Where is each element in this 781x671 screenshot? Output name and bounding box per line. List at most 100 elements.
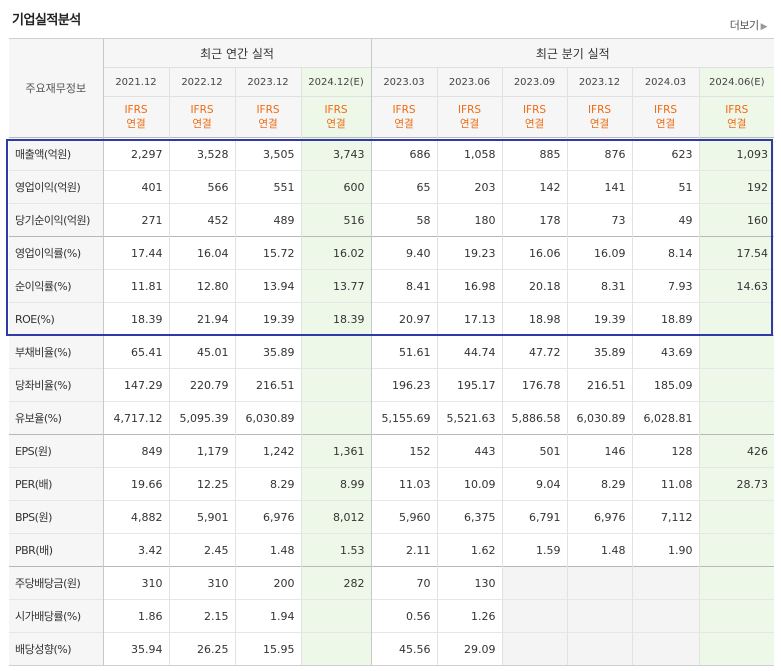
value-cell: 146 [566, 434, 632, 468]
table-row: BPS(원) 4,882 5,901 6,976 8,012 5,960 6,375 6,79… [9, 500, 775, 534]
value-cell: 8.99 [300, 467, 371, 501]
basis-standard: IFRS [587, 104, 612, 116]
value-cell: 176.78 [501, 368, 567, 402]
value-cell: 73 [566, 203, 632, 237]
basis-type: 연결 [655, 118, 676, 130]
value-cell: 16.98 [436, 269, 502, 303]
value-cell: 7,112 [631, 500, 699, 534]
value-cell: 28.73 [698, 467, 775, 501]
value-cell: 16.02 [300, 236, 371, 270]
financial-table: 주요재무정보 최근 연간 실적 최근 분기 실적 2021.12 2022.12 2… [9, 38, 775, 666]
value-cell: 1,179 [168, 434, 235, 468]
more-link[interactable]: 더보기 ▶ [729, 17, 768, 33]
value-cell: 21.94 [168, 302, 235, 336]
table-row: ROE(%) 18.39 21.94 19.39 18.39 20.97 17.13 18.9… [9, 302, 775, 336]
value-cell [566, 632, 632, 666]
value-cell: 15.72 [234, 236, 301, 270]
period-header: 2021.12 [102, 67, 169, 97]
basis-header: IFRS 연결 [566, 96, 632, 138]
value-cell: 686 [370, 137, 437, 171]
row-label: BPS(원) [9, 500, 103, 534]
value-cell: 5,960 [370, 500, 437, 534]
value-cell: 551 [234, 170, 301, 204]
basis-header: IFRS 연결 [370, 96, 437, 138]
value-cell: 426 [698, 434, 775, 468]
value-cell: 20.18 [501, 269, 567, 303]
basis-standard: IFRS [324, 104, 348, 116]
value-cell: 47.72 [501, 335, 567, 369]
value-cell [501, 599, 567, 633]
value-cell: 17.13 [436, 302, 502, 336]
value-cell: 623 [631, 137, 699, 171]
table-row: 당기순이익(억원) 271 452 489 516 58 180 178 73 49 160 [9, 203, 775, 237]
value-cell: 160 [698, 203, 775, 237]
value-cell [698, 500, 775, 534]
value-cell: 6,030.89 [234, 401, 301, 435]
value-cell: 8.31 [566, 269, 632, 303]
value-cell: 19.39 [566, 302, 632, 336]
basis-type: 연결 [524, 118, 545, 130]
table-row: 매출액(억원) 2,297 3,528 3,505 3,743 686 1,058 885 87… [9, 137, 775, 171]
value-cell: 3,528 [168, 137, 235, 171]
value-cell: 1.53 [300, 533, 371, 567]
value-cell: 19.23 [436, 236, 502, 270]
value-cell: 5,901 [168, 500, 235, 534]
table-row: PER(배) 19.66 12.25 8.29 8.99 11.03 10.09 9.04 8.… [9, 467, 775, 501]
basis-type: 연결 [126, 118, 146, 130]
value-cell [698, 566, 775, 600]
value-cell: 70 [370, 566, 437, 600]
value-cell: 1,242 [234, 434, 301, 468]
value-cell: 1.94 [234, 599, 301, 633]
period-header: 2023.03 [370, 67, 437, 97]
value-cell: 11.03 [370, 467, 437, 501]
value-cell: 1.62 [436, 533, 502, 567]
row-label: EPS(원) [9, 434, 103, 468]
value-cell: 17.44 [102, 236, 169, 270]
value-cell [300, 401, 371, 435]
value-cell: 18.98 [501, 302, 567, 336]
row-label: PBR(배) [9, 533, 103, 567]
value-cell: 1.48 [566, 533, 632, 567]
row-label: 당기순이익(억원) [9, 203, 103, 237]
value-cell: 6,028.81 [631, 401, 699, 435]
value-cell: 65 [370, 170, 437, 204]
value-cell: 35.94 [102, 632, 169, 666]
basis-type: 연결 [459, 118, 480, 130]
value-cell: 196.23 [370, 368, 437, 402]
table-row: 당좌비율(%) 147.29 220.79 216.51 196.23 195.17 176… [9, 368, 775, 402]
basis-header: IFRS 연결 [234, 96, 301, 138]
value-cell [566, 599, 632, 633]
value-cell: 8.29 [234, 467, 301, 501]
basis-standard: IFRS [457, 104, 482, 116]
value-cell: 2.45 [168, 533, 235, 567]
value-cell: 17.54 [698, 236, 775, 270]
value-cell: 5,521.63 [436, 401, 502, 435]
value-cell: 200 [234, 566, 301, 600]
value-cell: 5,155.69 [370, 401, 437, 435]
period-header: 2023.09 [501, 67, 567, 97]
basis-header: IFRS 연결 [631, 96, 699, 138]
value-cell [501, 632, 567, 666]
table-row: EPS(원) 849 1,179 1,242 1,361 152 443 501 146 128 4… [9, 434, 775, 468]
row-label: PER(배) [9, 467, 103, 501]
row-label: 시가배당률(%) [9, 599, 103, 633]
basis-standard: IFRS [725, 104, 749, 116]
corner-label: 주요재무정보 [9, 38, 103, 138]
value-cell: 16.09 [566, 236, 632, 270]
value-cell: 16.04 [168, 236, 235, 270]
value-cell: 51 [631, 170, 699, 204]
more-label: 더보기 [729, 19, 759, 32]
value-cell: 8.14 [631, 236, 699, 270]
value-cell [631, 599, 699, 633]
value-cell: 12.25 [168, 467, 235, 501]
basis-standard: IFRS [522, 104, 547, 116]
row-label: 순이익률(%) [9, 269, 103, 303]
value-cell [300, 335, 371, 369]
value-cell: 195.17 [436, 368, 502, 402]
period-header: 2024.06(E) [698, 67, 775, 97]
basis-type: 연결 [394, 118, 414, 130]
row-label: 당좌비율(%) [9, 368, 103, 402]
value-cell: 1,093 [698, 137, 775, 171]
value-cell: 58 [370, 203, 437, 237]
value-cell: 18.89 [631, 302, 699, 336]
